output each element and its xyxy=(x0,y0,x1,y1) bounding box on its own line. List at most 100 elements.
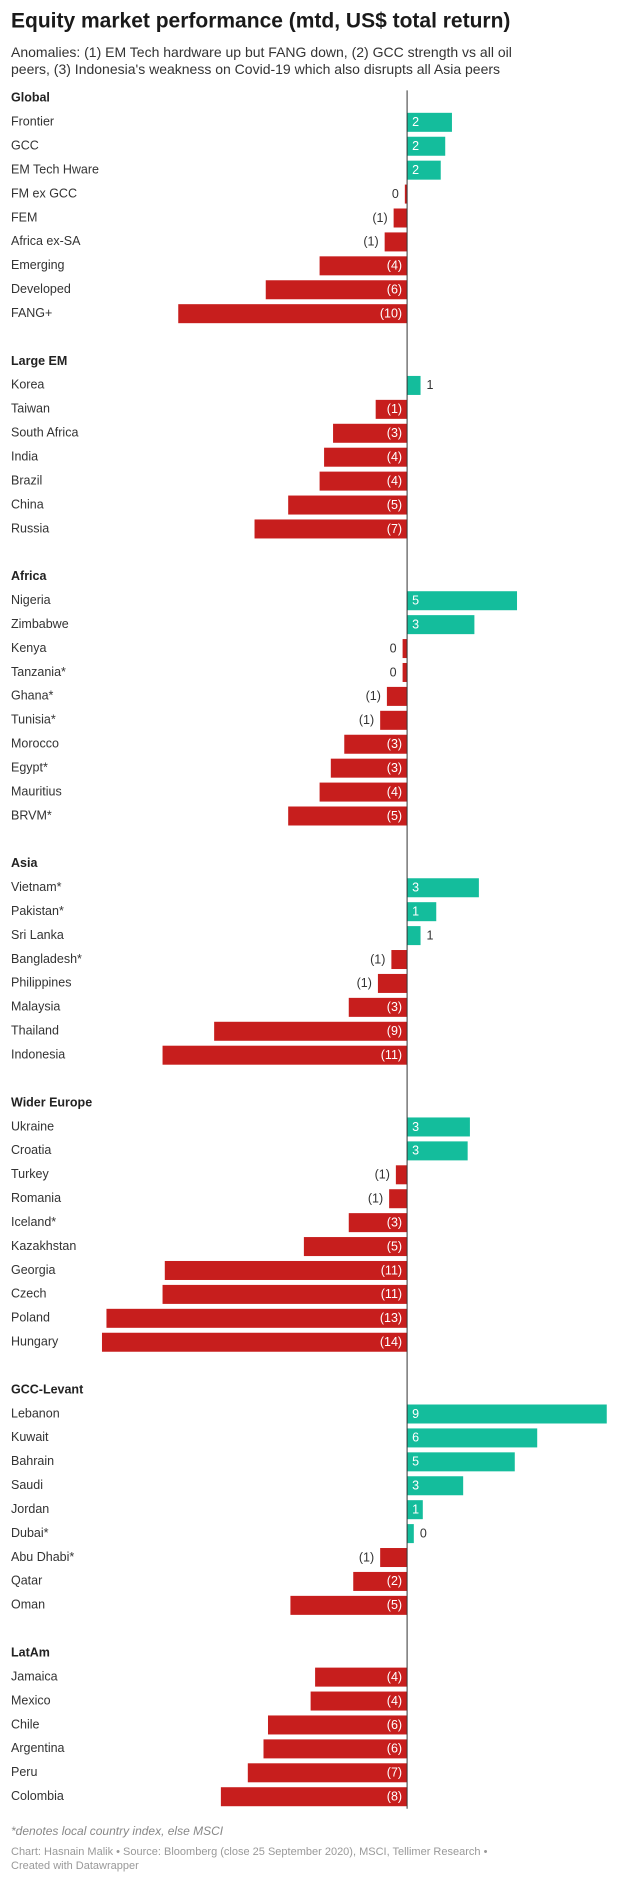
category-label: Morocco xyxy=(11,737,59,751)
bar xyxy=(290,1595,408,1615)
value-label: (4) xyxy=(387,1670,402,1684)
bar xyxy=(220,1787,408,1807)
value-label: 0 xyxy=(420,1526,427,1540)
category-label: Czech xyxy=(11,1287,46,1301)
group-label: Large EM xyxy=(11,354,67,368)
category-label: Chile xyxy=(11,1717,40,1731)
value-label: 1 xyxy=(412,904,419,918)
category-label: Philippines xyxy=(11,976,71,990)
value-label: (3) xyxy=(387,1215,402,1229)
chart-subtitle: Anomalies: (1) EM Tech hardware up but F… xyxy=(11,44,512,77)
value-label: (4) xyxy=(387,474,402,488)
value-label: (5) xyxy=(387,1598,402,1612)
bar xyxy=(310,1691,408,1711)
value-label: 6 xyxy=(412,1431,419,1445)
category-label: Developed xyxy=(11,282,71,296)
bar xyxy=(330,758,408,778)
value-label: 0 xyxy=(390,665,397,679)
bar xyxy=(407,615,475,635)
category-label: Africa ex-SA xyxy=(11,234,81,248)
category-label: Jamaica xyxy=(11,1669,58,1683)
value-label: (6) xyxy=(387,283,402,297)
bar xyxy=(395,1165,408,1185)
group-label: GCC-Levant xyxy=(11,1382,84,1396)
value-label: (9) xyxy=(387,1024,402,1038)
value-label: (11) xyxy=(381,1263,402,1277)
category-label: Kenya xyxy=(11,641,46,655)
category-label: Lebanon xyxy=(11,1406,60,1420)
category-label: Mexico xyxy=(11,1693,51,1707)
value-label: (1) xyxy=(372,211,387,225)
category-label: Mauritius xyxy=(11,784,62,798)
bar xyxy=(324,447,408,467)
category-label: Brazil xyxy=(11,473,42,487)
value-label: 1 xyxy=(427,928,434,942)
value-label: (3) xyxy=(387,737,402,751)
bar xyxy=(391,950,408,970)
value-label: (1) xyxy=(368,1192,383,1206)
category-label: EM Tech Hware xyxy=(11,162,99,176)
value-label: (14) xyxy=(380,1335,402,1349)
category-label: Kuwait xyxy=(11,1430,49,1444)
category-label: Pakistan* xyxy=(11,904,64,918)
category-label: Colombia xyxy=(11,1789,64,1803)
bar xyxy=(288,806,408,826)
category-label: Emerging xyxy=(11,258,65,272)
bar xyxy=(344,734,408,754)
category-label: Kazakhstan xyxy=(11,1239,76,1253)
category-label: Saudi xyxy=(11,1478,43,1492)
category-label: Qatar xyxy=(11,1574,42,1588)
category-label: India xyxy=(11,449,38,463)
bar xyxy=(380,710,408,730)
bar xyxy=(407,902,437,922)
category-label: Nigeria xyxy=(11,593,51,607)
category-label: Abu Dhabi* xyxy=(11,1550,74,1564)
value-label: (5) xyxy=(387,498,402,512)
bar xyxy=(407,926,421,946)
bar xyxy=(162,1284,408,1304)
value-label: 0 xyxy=(392,187,399,201)
value-label: (3) xyxy=(387,761,402,775)
bar xyxy=(247,1763,408,1783)
value-label: 2 xyxy=(412,163,419,177)
bar xyxy=(319,782,408,802)
category-label: Vietnam* xyxy=(11,880,62,894)
category-label: Bangladesh* xyxy=(11,952,82,966)
value-label: 5 xyxy=(412,1455,419,1469)
category-label: Tanzania* xyxy=(11,665,66,679)
value-label: 3 xyxy=(412,1120,419,1134)
bar xyxy=(263,1739,408,1759)
category-label: Ukraine xyxy=(11,1119,54,1133)
category-label: Tunisia* xyxy=(11,713,56,727)
value-label: 2 xyxy=(412,115,419,129)
bar xyxy=(407,878,479,898)
category-label: Russia xyxy=(11,521,49,535)
value-label: (1) xyxy=(387,402,402,416)
group-label: LatAm xyxy=(11,1645,50,1659)
category-label: Iceland* xyxy=(11,1215,56,1229)
bar xyxy=(407,1500,423,1520)
value-label: 3 xyxy=(412,1479,419,1493)
bar xyxy=(265,280,408,300)
category-label: Thailand xyxy=(11,1024,59,1038)
value-label: (8) xyxy=(387,1790,402,1804)
bar xyxy=(380,1548,408,1568)
group-label: Africa xyxy=(11,569,47,583)
value-label: 0 xyxy=(390,641,397,655)
bar xyxy=(402,662,408,682)
value-label: (1) xyxy=(370,952,385,966)
bar xyxy=(267,1715,408,1735)
category-label: Frontier xyxy=(11,115,54,129)
bar xyxy=(377,973,408,993)
bar xyxy=(164,1260,408,1280)
value-label: 1 xyxy=(412,1502,419,1516)
category-label: Argentina xyxy=(11,1741,65,1755)
bar xyxy=(353,1571,408,1591)
bar xyxy=(106,1308,408,1328)
bar xyxy=(407,1428,538,1448)
bar xyxy=(178,304,408,324)
value-label: (6) xyxy=(387,1718,402,1732)
value-label: (5) xyxy=(387,1239,402,1253)
bar xyxy=(407,1476,464,1496)
bar xyxy=(319,256,408,276)
